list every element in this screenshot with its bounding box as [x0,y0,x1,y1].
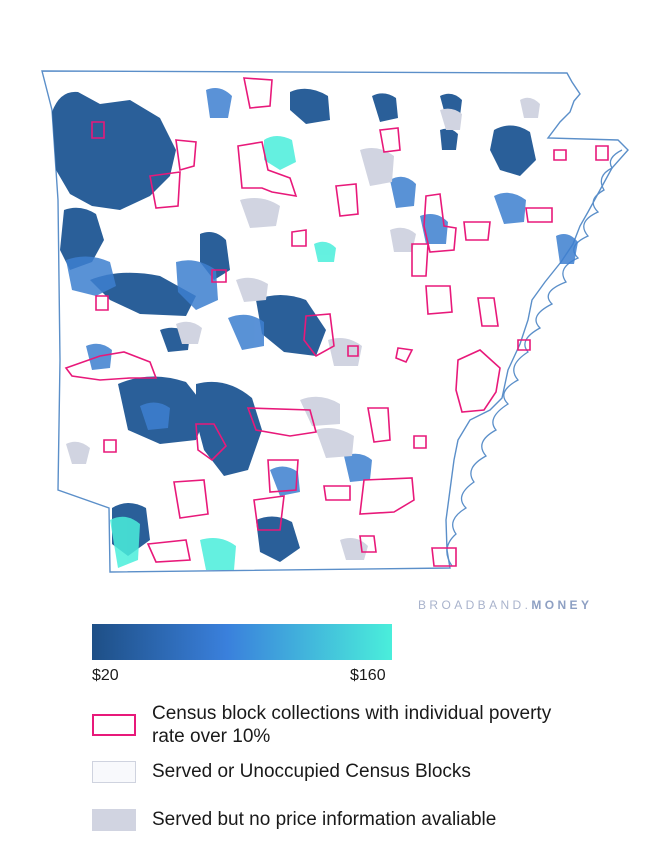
price-clusters-high [110,136,336,570]
legend-poverty: Census block collections with individual… [92,702,572,748]
price-clusters-mid [66,88,578,496]
brand-suffix: MONEY [531,598,593,612]
brand-prefix: BROADBAND. [418,598,532,612]
poverty-outlines [64,77,609,567]
legend-served-label: Served or Unoccupied Census Blocks [152,761,471,782]
legend-served: Served or Unoccupied Census Blocks [92,760,572,783]
price-gradient-scale [92,624,392,660]
state-outline [41,70,629,573]
no-price-swatch [92,808,136,831]
price-clusters-dark [52,88,536,562]
poverty-swatch [92,714,136,736]
legend-no-price-label: Served but no price information avaliabl… [152,809,497,830]
legend-poverty-label: Census block collections with individual… [152,703,552,747]
legend-no-price: Served but no price information avaliabl… [92,808,572,831]
brand-watermark: BROADBAND.MONEY [418,598,592,612]
arkansas-map [41,70,629,573]
scale-min-label: $20 [92,667,119,684]
scale-max-label: $160 [350,667,386,684]
served-swatch [92,760,136,783]
no-price-areas [66,97,540,560]
